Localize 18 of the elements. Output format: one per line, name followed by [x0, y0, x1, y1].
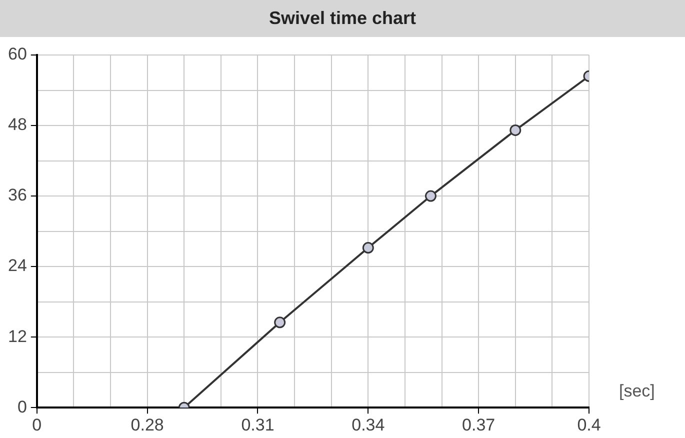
chart-title: Swivel time chart: [0, 0, 685, 37]
point: [362, 242, 374, 254]
x-tick-label: 0.28: [130, 415, 164, 434]
y-tick-label: 48: [8, 115, 27, 134]
point: [274, 316, 286, 328]
x-tick-label: 0.37: [462, 415, 496, 434]
y-tick-label: 0: [17, 397, 27, 416]
y-tick-label: 60: [8, 44, 27, 64]
y-tick-label: 24: [8, 256, 27, 276]
x-tick-label: 0.34: [352, 415, 385, 434]
x-axis-title: [sec]: [619, 381, 655, 400]
point: [424, 190, 436, 202]
x-tick-label: 0.4: [577, 415, 601, 434]
x-tick-label: 0: [32, 415, 42, 434]
y-tick-label: 12: [8, 326, 27, 346]
y-tick-label: 36: [8, 186, 27, 205]
point: [510, 124, 522, 136]
x-tick-label: 0.31: [241, 415, 274, 434]
